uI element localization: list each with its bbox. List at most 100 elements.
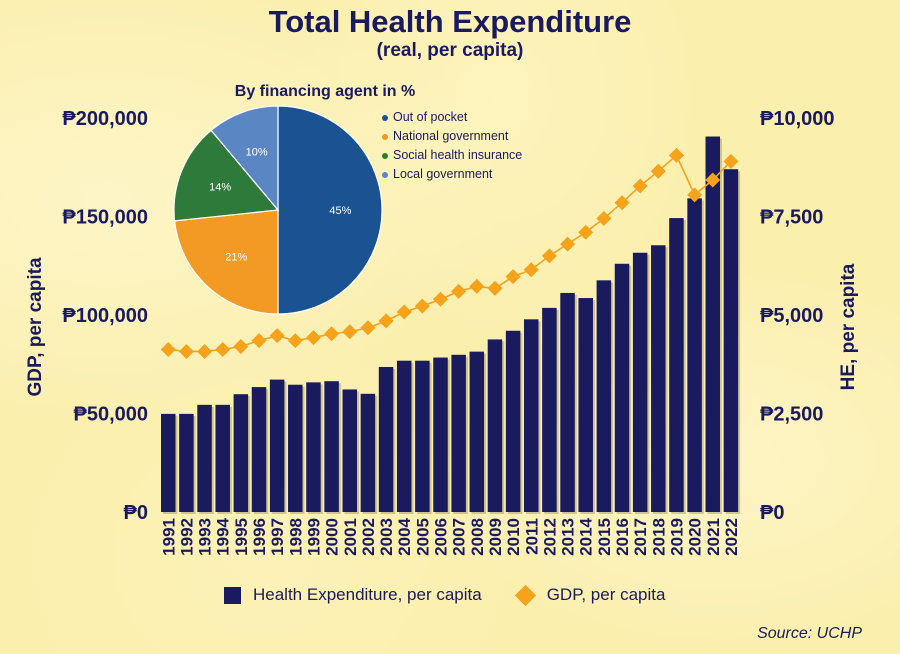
gdp-point-1998 xyxy=(287,333,303,349)
bar-2008 xyxy=(469,351,485,512)
gdp-point-2015 xyxy=(596,210,612,226)
gdp-point-2017 xyxy=(632,178,648,194)
gdp-line-series xyxy=(160,147,739,359)
pie-legend-swatch xyxy=(382,152,388,159)
bar-2006 xyxy=(433,357,448,512)
x-tick-label: 2001 xyxy=(341,518,360,556)
x-tick-label: 1998 xyxy=(286,518,305,556)
left-tick-label: ₱100,000 xyxy=(62,305,148,327)
bar-1999 xyxy=(306,382,321,512)
x-tick-label: 2004 xyxy=(395,517,414,555)
bar-1991 xyxy=(161,413,176,512)
pie-legend-item: Local government xyxy=(382,165,522,184)
bar-2017 xyxy=(632,252,648,513)
x-tick-label: 2012 xyxy=(540,518,559,556)
pie-legend-item: Out of pocket xyxy=(382,108,522,127)
x-tick-label: 2017 xyxy=(631,518,650,556)
gdp-point-2021 xyxy=(705,172,721,188)
x-tick-label: 2005 xyxy=(413,518,432,556)
bar-1994 xyxy=(215,404,230,512)
x-tick-label: 2019 xyxy=(667,518,686,556)
x-tick-label: 2014 xyxy=(577,517,596,555)
x-tick-label: 1996 xyxy=(250,518,269,556)
pie-legend-label: Social health insurance xyxy=(393,148,523,162)
right-tick-label: ₱0 xyxy=(760,502,784,524)
gdp-point-2012 xyxy=(541,248,557,264)
x-tick-label: 2002 xyxy=(359,518,378,556)
x-tick-label: 2007 xyxy=(450,518,469,556)
left-axis-label: GDP, per capita xyxy=(25,257,46,397)
gdp-point-2003 xyxy=(378,313,394,329)
gdp-point-1999 xyxy=(305,330,321,346)
bar-series xyxy=(161,136,741,515)
pie-slice-label: 45% xyxy=(329,205,351,217)
bar-2010 xyxy=(505,330,521,512)
gdp-point-1997 xyxy=(269,328,285,344)
gdp-point-1993 xyxy=(197,343,213,359)
right-tick-label: ₱2,500 xyxy=(760,404,823,426)
pie-slice-label: 21% xyxy=(225,251,247,263)
pie-legend-label: Local government xyxy=(393,167,493,181)
x-tick-label: 2015 xyxy=(595,518,614,556)
left-tick-label: ₱50,000 xyxy=(73,404,148,426)
x-tick-label: 1994 xyxy=(214,517,233,555)
left-tick-label: ₱200,000 xyxy=(62,108,148,130)
bar-2004 xyxy=(396,360,412,512)
x-tick-label: 2008 xyxy=(468,518,487,556)
right-tick-label: ₱7,500 xyxy=(760,207,823,229)
legend-diamond-swatch xyxy=(514,584,536,606)
legend-bar-label: Health Expenditure, per capita xyxy=(253,585,482,604)
gdp-point-2000 xyxy=(324,326,340,342)
pie-title: By financing agent in % xyxy=(234,83,416,100)
gdp-point-1995 xyxy=(233,339,249,355)
bar-2003 xyxy=(378,367,394,512)
gdp-point-2002 xyxy=(360,320,376,336)
x-tick-label: 1992 xyxy=(177,518,196,556)
pie-legend-label: Out of pocket xyxy=(393,110,468,124)
x-tick-label: 2006 xyxy=(432,518,451,556)
x-tick-label: 2016 xyxy=(613,518,632,556)
pie-legend-label: National government xyxy=(393,129,509,143)
pie-legend-swatch xyxy=(382,133,388,140)
bar-2022 xyxy=(723,169,739,512)
bar-2015 xyxy=(596,280,612,512)
gdp-point-2008 xyxy=(469,278,485,294)
pie-slice-label: 10% xyxy=(246,146,268,158)
x-tick-label: 1993 xyxy=(196,518,215,556)
gdp-point-2009 xyxy=(487,280,503,296)
gdp-point-2022 xyxy=(723,153,739,169)
x-tick-label: 2020 xyxy=(686,518,705,556)
pie-slice-3 xyxy=(210,105,279,212)
gdp-point-2001 xyxy=(342,324,358,340)
bar-1996 xyxy=(251,387,267,512)
left-axis-ticks: ₱0 ₱50,000 ₱100,000 ₱150,000 ₱200,000 xyxy=(62,108,148,524)
x-tick-label: 2009 xyxy=(486,518,505,556)
gdp-point-1996 xyxy=(251,333,267,349)
gdp-point-2004 xyxy=(396,304,412,320)
right-tick-label: ₱10,000 xyxy=(760,108,835,130)
x-tick-label: 2011 xyxy=(522,518,541,555)
pie-slice-1 xyxy=(173,209,279,315)
legend-line-label: GDP, per capita xyxy=(546,585,666,604)
x-tick-label: 2013 xyxy=(559,518,578,556)
x-tick-label: 2021 xyxy=(704,518,723,556)
source-note: Source: UCHP xyxy=(757,625,862,642)
x-tick-label: 2000 xyxy=(323,518,342,556)
chart-legend: Health Expenditure, per capita GDP, per … xyxy=(224,584,666,606)
right-axis-label: HE, per capita xyxy=(838,263,859,391)
gdp-point-1991 xyxy=(160,341,176,357)
bar-2009 xyxy=(487,339,503,512)
x-tick-label: 2010 xyxy=(504,518,523,556)
bar-1998 xyxy=(288,384,303,512)
bar-2001 xyxy=(342,389,357,512)
x-axis-ticks: 1991 1992 1993 1994 1995 1996 1997 1998 1999 2000… xyxy=(159,517,741,555)
bar-2011 xyxy=(524,319,539,512)
bar-2000 xyxy=(324,381,339,512)
bar-2019 xyxy=(669,218,684,513)
legend-bar-swatch xyxy=(224,586,241,604)
left-tick-label: ₱0 xyxy=(124,502,148,524)
gdp-point-2011 xyxy=(523,262,539,278)
gdp-point-2019 xyxy=(668,147,684,163)
